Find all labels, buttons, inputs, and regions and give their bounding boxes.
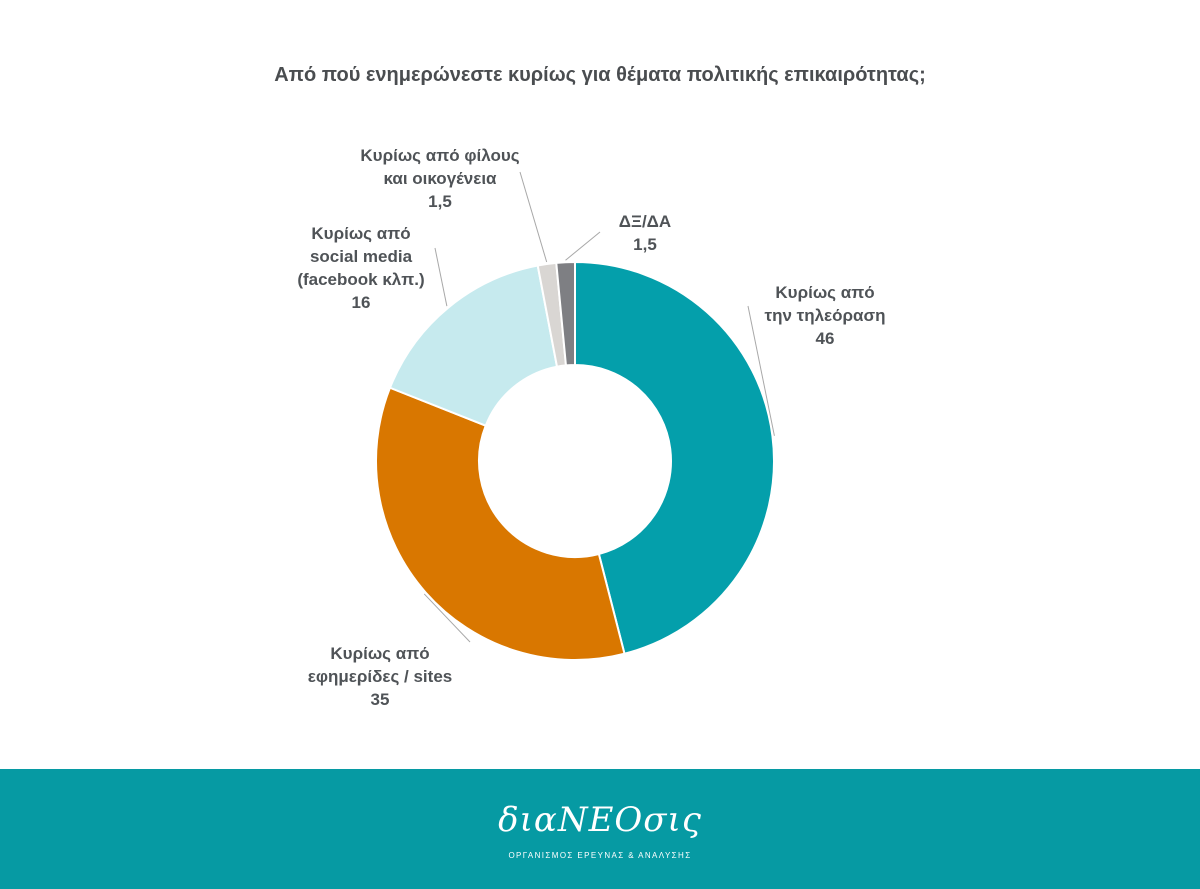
leader-social	[434, 247, 448, 307]
leader-dkna	[565, 231, 601, 261]
label-dkna: ΔΞ/ΔΑ 1,5	[618, 212, 672, 254]
leader-tv	[747, 305, 775, 436]
slice-tv	[574, 260, 775, 655]
donut-chart	[375, 171, 775, 661]
label-friends: Κυρίως από φίλους και οικογένεια 1,5	[360, 146, 520, 211]
label-tv: Κυρίως από την τηλεόραση 46	[764, 283, 886, 348]
brand-logo: διαΝΕΟσις	[498, 800, 702, 840]
leader-papers	[423, 593, 471, 643]
slice-papers	[375, 386, 626, 661]
slice-social	[388, 264, 559, 427]
label-papers: Κυρίως από εφημερίδες / sites 35	[307, 644, 453, 709]
slice-dkna	[555, 260, 576, 367]
leader-friends	[519, 171, 548, 263]
footer-bar	[0, 769, 1200, 889]
brand-tagline: ΟΡΓΑΝΙΣΜΟΣ ΕΡΕΥΝΑΣ & ΑΝΑΛΥΣΗΣ	[508, 851, 692, 860]
chart-title: Από πού ενημερώνεστε κυρίως για θέματα π…	[274, 64, 926, 86]
label-social: Κυρίως από social media (facebook κλπ.) …	[297, 224, 425, 312]
